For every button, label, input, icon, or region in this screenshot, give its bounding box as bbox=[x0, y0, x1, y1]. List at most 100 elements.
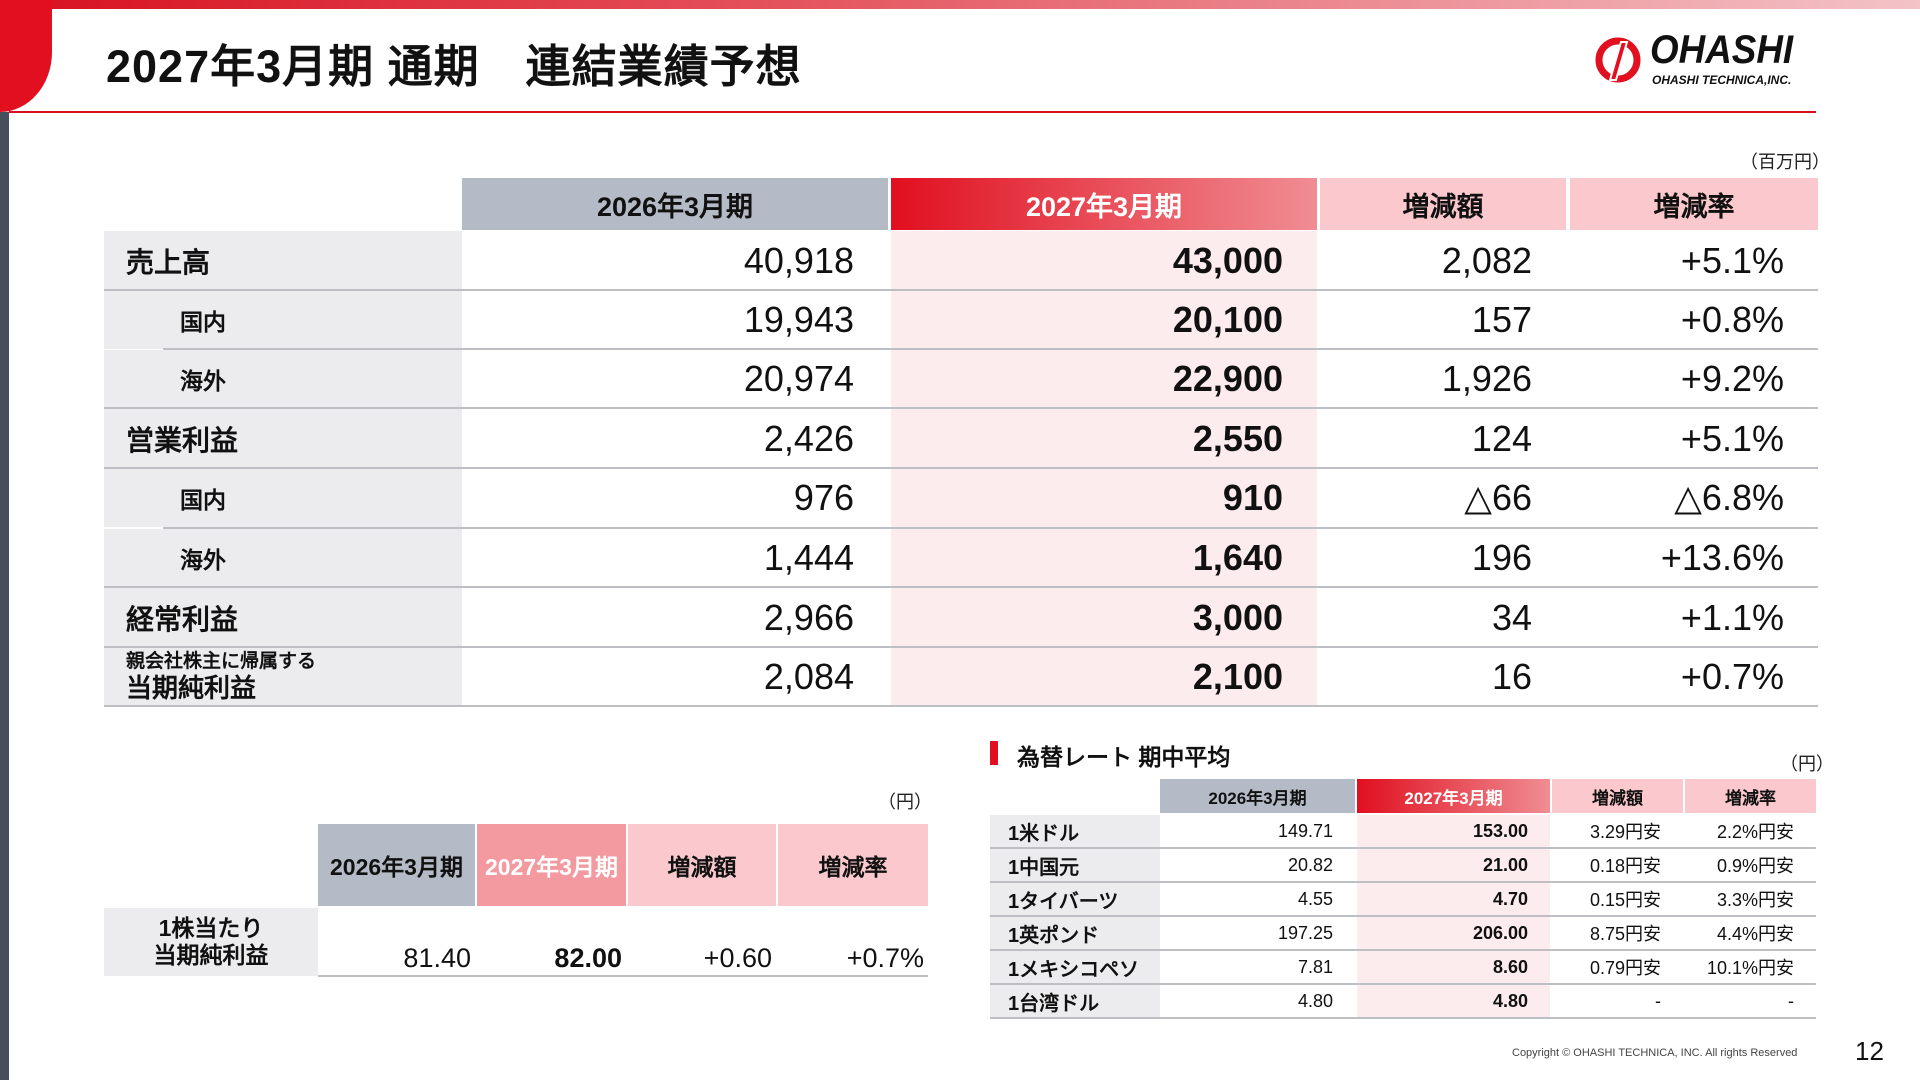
fx-value-fy2026: 4.55 bbox=[1297, 888, 1333, 909]
value-fy2026: 19,943 bbox=[743, 299, 854, 340]
row-label: 国内 bbox=[104, 469, 462, 527]
fx-table-unit: （円） bbox=[1780, 754, 1834, 774]
fx-header-fy2026: 2026年3月期 bbox=[1160, 779, 1355, 813]
row-divider bbox=[104, 289, 1818, 291]
fx-value-fy2026: 197.25 bbox=[1277, 922, 1333, 943]
row-divider bbox=[104, 705, 1818, 707]
fx-value-change-amount: 0.79円安 bbox=[1589, 958, 1661, 978]
eps-value-fy2026: 81.40 bbox=[403, 943, 471, 973]
value-fy2027: 20,100 bbox=[891, 291, 1317, 349]
fx-row-divider bbox=[990, 983, 1816, 985]
fx-value-change-rate: 3.3%円安 bbox=[1716, 890, 1794, 910]
fx-value-fy2027: 8.60 bbox=[1357, 951, 1550, 983]
logo-mark-icon bbox=[1595, 37, 1641, 83]
fx-value-fy2027: 21.00 bbox=[1357, 849, 1550, 881]
eps-header-change-amount: 増減額 bbox=[628, 824, 776, 906]
logo-wordmark: OHASHI bbox=[1650, 28, 1794, 72]
value-change-rate: +13.6% bbox=[1660, 537, 1784, 578]
value-fy2026: 20,974 bbox=[743, 358, 854, 399]
fx-row-divider bbox=[990, 915, 1816, 917]
value-fy2027: 1,640 bbox=[891, 529, 1317, 587]
value-change-rate: △6.8% bbox=[1674, 477, 1784, 518]
row-label: 海外 bbox=[104, 529, 462, 587]
value-fy2026: 2,084 bbox=[763, 656, 854, 697]
fx-value-change-amount: 8.75円安 bbox=[1589, 924, 1661, 944]
page-title: 2027年3月期 通期 連結業績予想 bbox=[106, 41, 802, 92]
fx-header-change-amount: 増減額 bbox=[1552, 779, 1683, 813]
value-fy2027: 22,900 bbox=[891, 350, 1317, 408]
row-label-line2: 当期純利益 bbox=[126, 673, 257, 703]
fx-currency-label: 1英ポンド bbox=[990, 917, 1160, 949]
value-fy2027: 3,000 bbox=[891, 588, 1317, 647]
header-fy2026: 2026年3月期 bbox=[462, 178, 888, 230]
fx-currency-label: 1タイバーツ bbox=[990, 883, 1160, 915]
fx-value-fy2026: 7.81 bbox=[1297, 956, 1333, 977]
value-change-amount: 2,082 bbox=[1441, 239, 1532, 281]
value-change-amount: 124 bbox=[1471, 417, 1532, 459]
eps-header-fy2026: 2026年3月期 bbox=[318, 824, 475, 906]
main-table-unit: （百万円） bbox=[1740, 152, 1830, 172]
eps-label-line2: 当期純利益 bbox=[153, 942, 269, 968]
value-change-rate: +1.1% bbox=[1680, 596, 1784, 638]
fx-value-change-rate: 2.2%円安 bbox=[1716, 822, 1794, 842]
row-divider bbox=[163, 348, 1818, 350]
fx-row-divider bbox=[990, 1017, 1816, 1019]
eps-value-fy2027: 82.00 bbox=[554, 943, 622, 973]
value-fy2026: 976 bbox=[793, 477, 854, 518]
fx-section-title: 為替レート 期中平均 bbox=[1017, 744, 1231, 770]
row-divider bbox=[104, 467, 1818, 469]
header-fy2027: 2027年3月期 bbox=[891, 178, 1317, 230]
fx-row-divider bbox=[990, 847, 1816, 849]
fx-value-fy2026: 4.80 bbox=[1297, 990, 1333, 1011]
fx-currency-label: 1中国元 bbox=[990, 849, 1160, 881]
value-change-rate: +5.1% bbox=[1680, 239, 1784, 281]
row-divider bbox=[104, 407, 1818, 409]
fx-value-fy2026: 20.82 bbox=[1287, 854, 1333, 875]
header-rule bbox=[9, 111, 1816, 113]
eps-header-fy2027: 2027年3月期 bbox=[477, 824, 626, 906]
fx-row-divider bbox=[990, 881, 1816, 883]
company-logo: OHASHI OHASHI TECHNICA,INC. bbox=[1594, 28, 1816, 90]
value-fy2027: 910 bbox=[891, 469, 1317, 527]
eps-row-divider bbox=[318, 975, 928, 977]
value-fy2026: 1,444 bbox=[763, 537, 854, 578]
fx-value-change-rate: 4.4%円安 bbox=[1716, 924, 1794, 944]
value-fy2026: 2,966 bbox=[763, 596, 854, 638]
copyright-text: Copyright © OHASHI TECHNICA, INC. All ri… bbox=[1512, 1047, 1798, 1059]
row-label: 営業利益 bbox=[104, 409, 462, 468]
value-change-rate: +9.2% bbox=[1680, 358, 1784, 399]
value-change-amount: 196 bbox=[1471, 537, 1532, 578]
top-accent-bar bbox=[0, 0, 1920, 9]
header-change-amount: 増減額 bbox=[1320, 178, 1566, 230]
left-side-bar bbox=[0, 112, 9, 1080]
row-label: 売上高 bbox=[104, 231, 462, 290]
fx-row-divider bbox=[990, 949, 1816, 951]
value-fy2027: 2,550 bbox=[891, 409, 1317, 468]
fx-section-marker bbox=[990, 741, 998, 765]
row-label: 親会社株主に帰属する 当期純利益 bbox=[104, 648, 462, 706]
value-change-amount: 1,926 bbox=[1441, 358, 1532, 399]
fx-value-change-amount: 3.29円安 bbox=[1589, 822, 1661, 842]
value-fy2027: 43,000 bbox=[891, 231, 1317, 290]
value-change-amount: 34 bbox=[1491, 596, 1532, 638]
value-change-amount: 157 bbox=[1471, 299, 1532, 340]
fx-value-change-rate: 0.9%円安 bbox=[1716, 856, 1794, 876]
value-change-amount: 16 bbox=[1491, 656, 1532, 697]
value-change-rate: +5.1% bbox=[1680, 417, 1784, 459]
fx-currency-label: 1メキシコペソ bbox=[990, 951, 1160, 983]
fx-currency-label: 1米ドル bbox=[990, 815, 1160, 847]
fx-value-fy2027: 4.70 bbox=[1357, 883, 1550, 915]
fx-value-change-amount: 0.18円安 bbox=[1589, 856, 1661, 876]
fx-value-fy2026: 149.71 bbox=[1277, 820, 1333, 841]
eps-value-change-amount: +0.60 bbox=[703, 943, 772, 973]
row-label: 国内 bbox=[104, 291, 462, 349]
fx-value-change-amount: 0.15円安 bbox=[1589, 890, 1661, 910]
eps-table-unit: （円） bbox=[878, 792, 932, 812]
header-change-rate: 増減率 bbox=[1570, 178, 1818, 230]
fx-value-fy2027: 153.00 bbox=[1357, 815, 1550, 847]
row-label: 海外 bbox=[104, 350, 462, 408]
value-change-rate: +0.7% bbox=[1680, 656, 1784, 697]
fx-value-fy2027: 206.00 bbox=[1357, 917, 1550, 949]
eps-value-change-rate: +0.7% bbox=[846, 943, 924, 973]
page-number: 12 bbox=[1855, 1036, 1884, 1066]
